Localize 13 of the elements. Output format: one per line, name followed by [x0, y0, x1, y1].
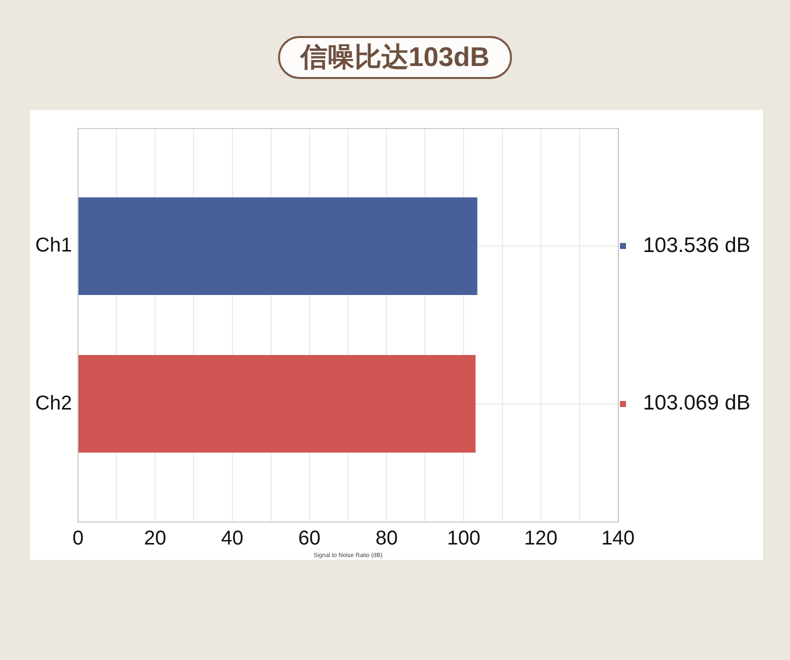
x-tick-label: 60: [298, 528, 321, 550]
data-label: 103.536 dB: [643, 234, 750, 257]
x-tick-label: 100: [447, 528, 480, 550]
x-tick-label: 40: [221, 528, 244, 550]
y-tick-label: Ch2: [35, 392, 72, 414]
y-tick-label: Ch1: [35, 234, 72, 257]
x-tick-label: 140: [601, 528, 635, 550]
x-tick-label: 120: [524, 528, 558, 550]
x-tick-label: 20: [144, 528, 166, 550]
x-tick-label: 80: [375, 528, 398, 550]
x-tick-label: 0: [72, 528, 84, 550]
data-label: 103.069 dB: [643, 392, 750, 415]
chart-title: 信噪比达103dB: [278, 36, 512, 79]
